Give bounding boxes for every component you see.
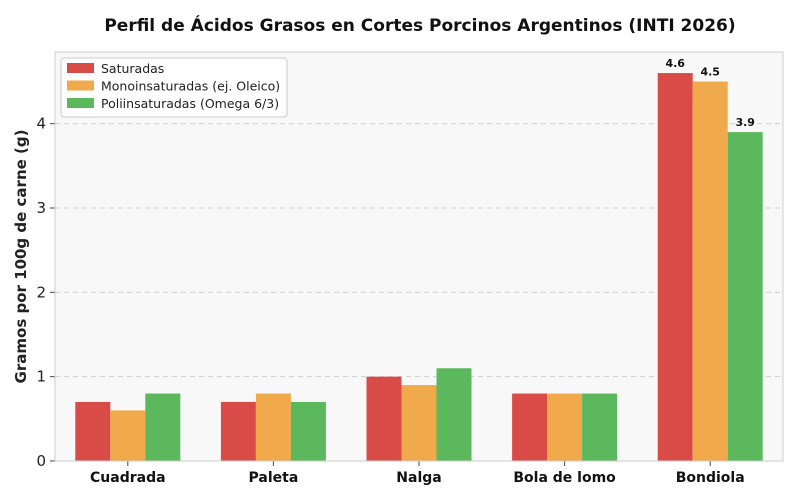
x-tick-label: Bola de lomo <box>513 470 616 486</box>
legend-label: Saturadas <box>101 61 164 76</box>
y-tick-label: 1 <box>36 368 46 386</box>
legend-box <box>60 57 288 118</box>
bar <box>657 73 693 462</box>
legend-swatch <box>67 80 94 91</box>
bar <box>401 385 437 461</box>
data-label: 3.9 <box>735 116 755 129</box>
bar <box>145 393 181 461</box>
data-labels: 4.6 4.5 3.9 <box>665 57 755 129</box>
legend: Saturadas Monoinsaturadas (ej. Oleico) Pol… <box>60 57 288 118</box>
bar <box>366 376 402 461</box>
bar <box>220 401 256 461</box>
x-tick-label: Cuadrada <box>90 470 166 486</box>
bar <box>512 393 548 461</box>
x-tick-label: Paleta <box>249 470 299 486</box>
x-tick-label: Bondiola <box>676 470 745 486</box>
legend-swatch <box>67 63 94 73</box>
data-label: 4.5 <box>700 66 720 79</box>
bar <box>290 401 326 461</box>
chart-title: Perfil de Ácidos Grasos en Cortes Porcin… <box>104 14 735 36</box>
bar <box>692 81 728 461</box>
y-axis-label: Gramos por 100g de carne (g) <box>12 130 30 384</box>
bar <box>436 368 472 461</box>
bar <box>75 401 111 461</box>
bar <box>110 410 146 461</box>
bar <box>582 393 618 461</box>
legend-swatch <box>67 98 94 108</box>
x-axis-ticks: Cuadrada Paleta Nalga Bola de lomo Bondiola <box>90 461 745 486</box>
legend-label: Poliinsaturadas (Omega 6/3) <box>101 96 279 111</box>
bar <box>727 132 763 461</box>
y-axis-ticks: 0 1 2 3 4 <box>36 115 55 470</box>
y-tick-label: 4 <box>36 115 46 133</box>
bar <box>547 393 583 461</box>
bar <box>255 393 291 461</box>
bars <box>75 73 763 462</box>
y-tick-label: 3 <box>36 199 46 217</box>
data-label: 4.6 <box>665 57 685 70</box>
x-tick-label: Nalga <box>396 470 441 486</box>
plot-frame <box>54 51 784 462</box>
legend-label: Monoinsaturadas (ej. Oleico) <box>101 79 280 94</box>
y-tick-label: 2 <box>36 283 46 301</box>
y-tick-label: 0 <box>36 452 46 470</box>
